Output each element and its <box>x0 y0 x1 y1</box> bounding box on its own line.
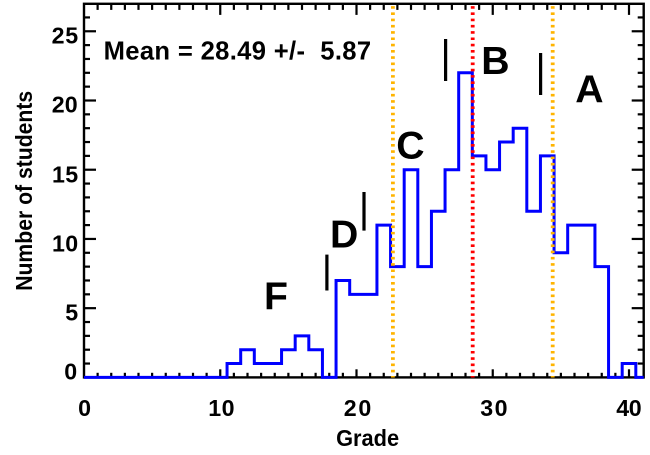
svg-text:30: 30 <box>480 395 507 421</box>
svg-text:40: 40 <box>616 395 641 421</box>
svg-text:10: 10 <box>52 230 78 256</box>
svg-text:C: C <box>396 124 424 167</box>
svg-text:20: 20 <box>52 91 78 117</box>
svg-text:25: 25 <box>52 22 79 48</box>
svg-text:0: 0 <box>78 395 91 421</box>
svg-text:5: 5 <box>65 299 78 325</box>
svg-text:Mean = 28.49 +/- 5.87: Mean = 28.49 +/- 5.87 <box>104 38 372 66</box>
svg-text:A: A <box>575 68 603 111</box>
svg-text:F: F <box>264 276 288 319</box>
svg-text:10: 10 <box>208 395 234 421</box>
svg-text:D: D <box>330 213 358 256</box>
svg-text:Grade: Grade <box>336 425 399 450</box>
svg-text:Number of students: Number of students <box>11 91 37 291</box>
svg-text:15: 15 <box>52 161 78 187</box>
svg-text:B: B <box>481 40 509 83</box>
svg-text:20: 20 <box>344 395 372 421</box>
svg-text:0: 0 <box>64 359 77 385</box>
